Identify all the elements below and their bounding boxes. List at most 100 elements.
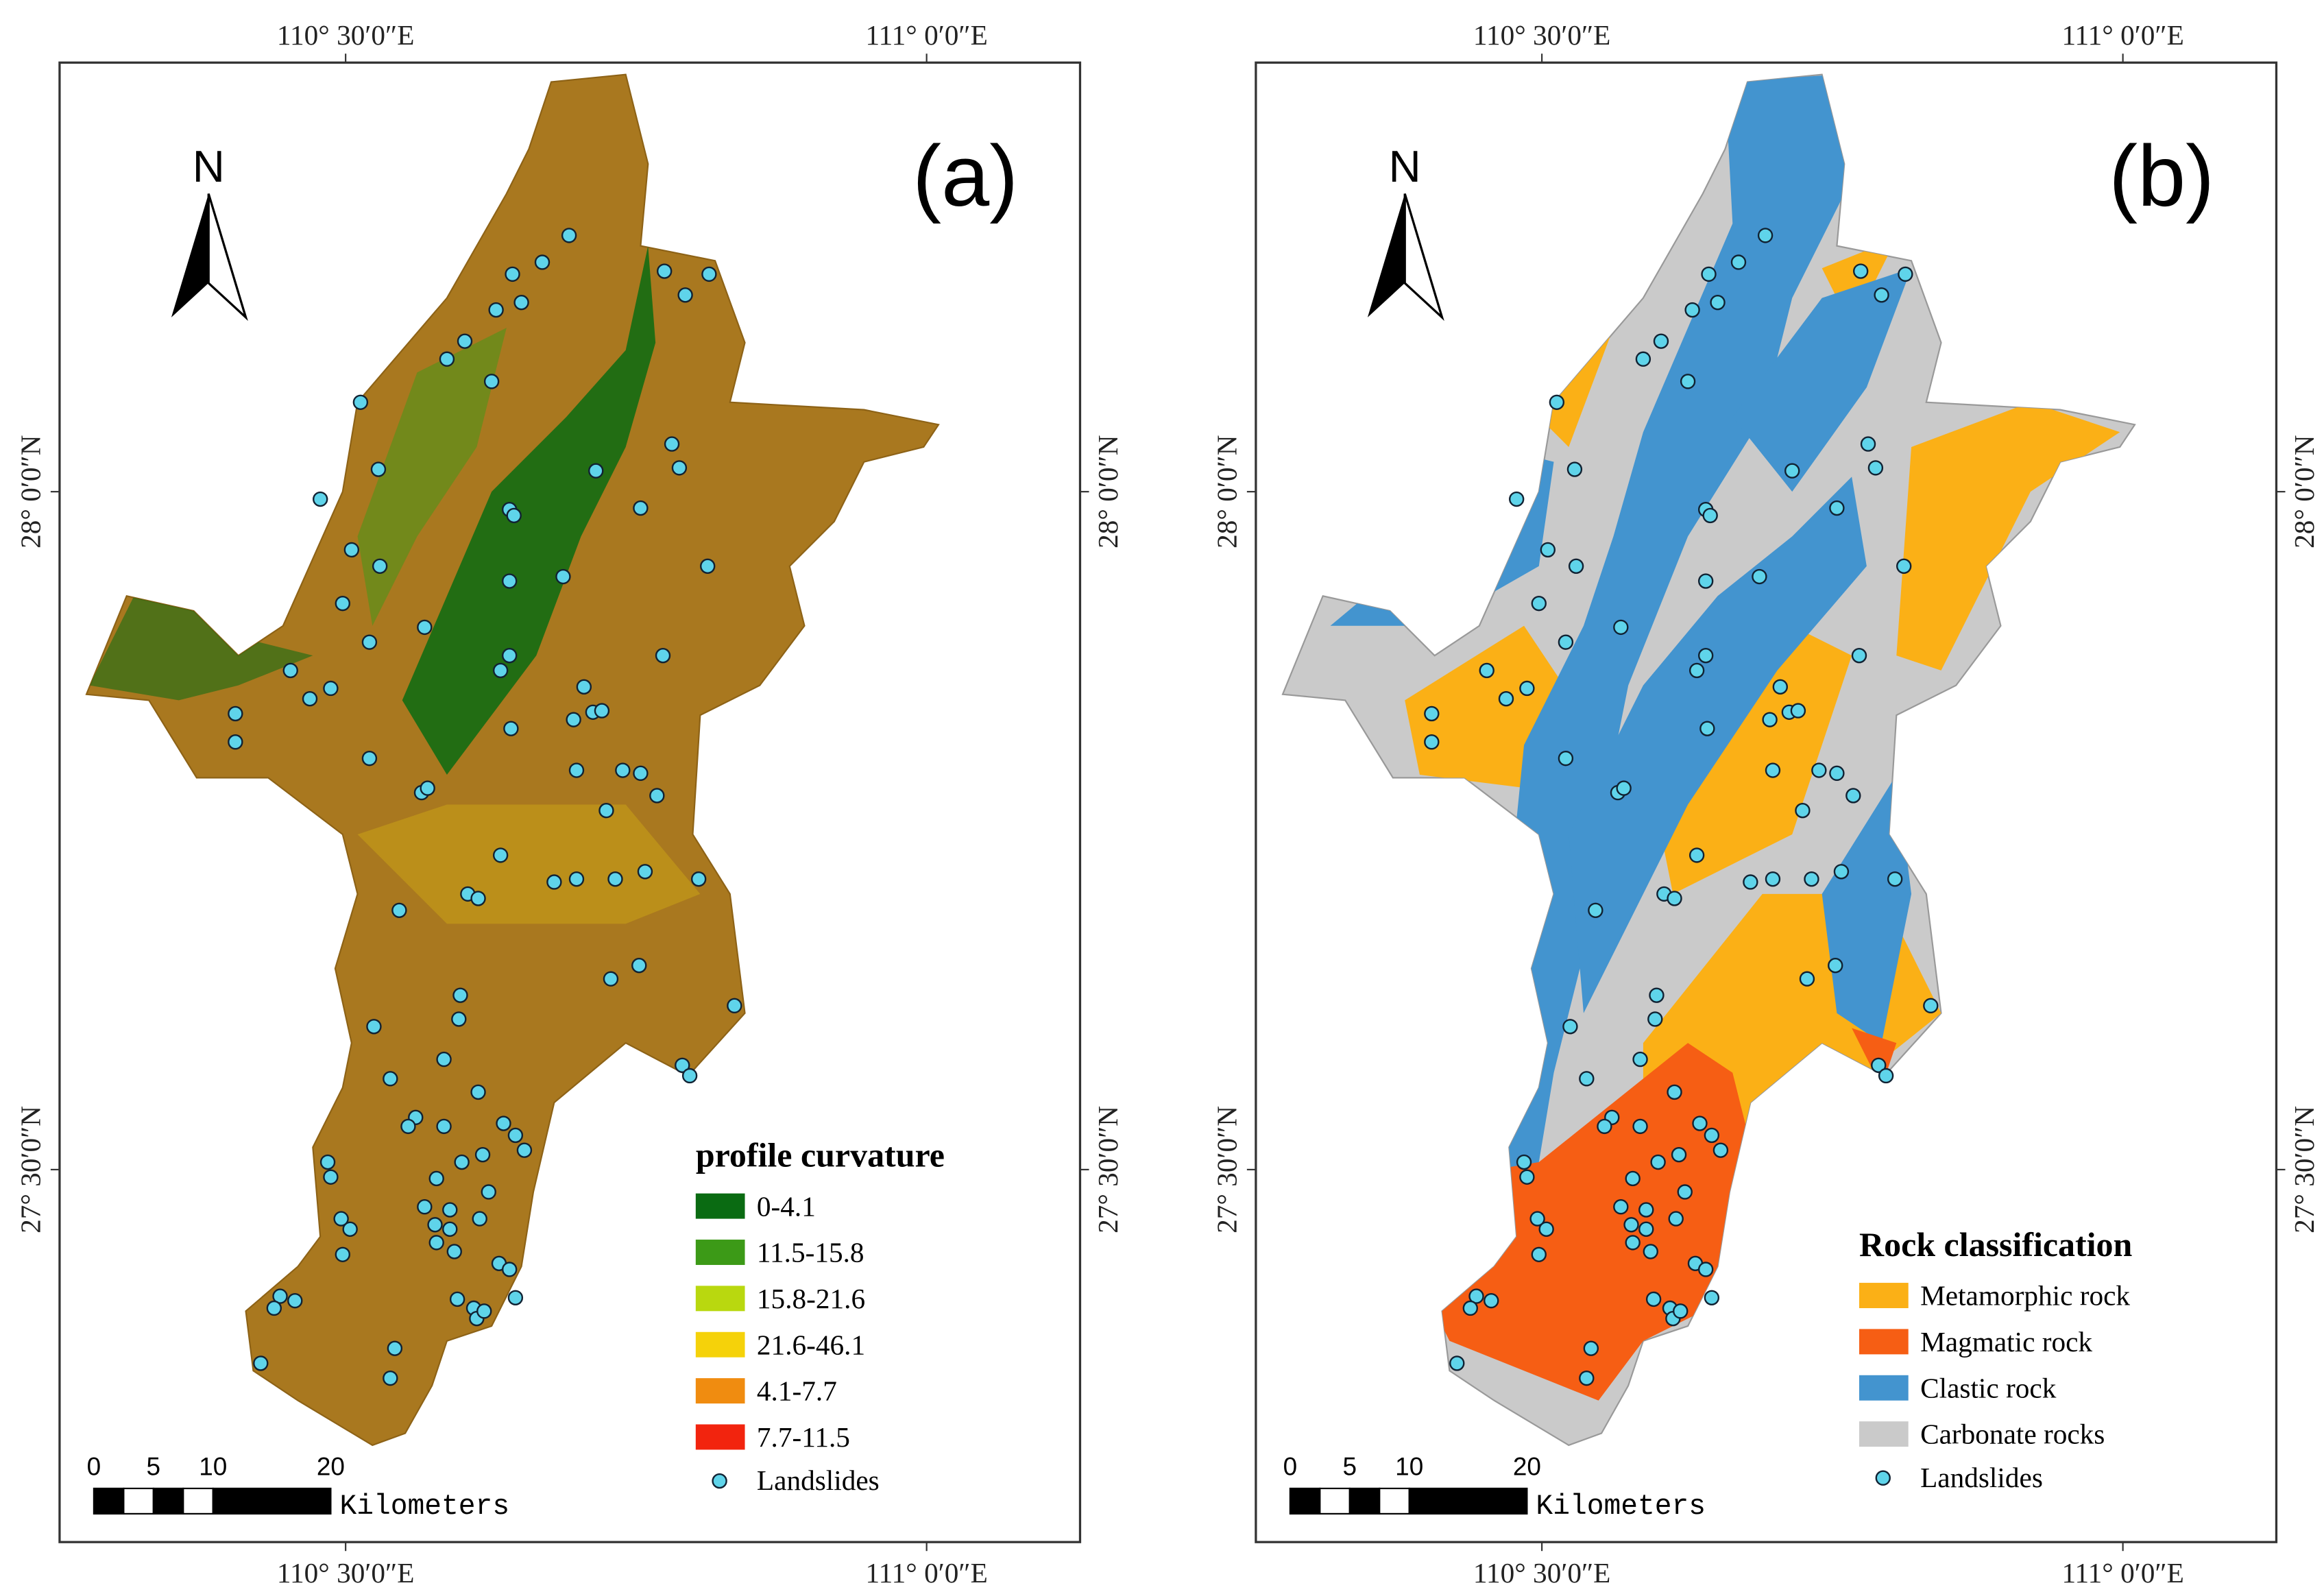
landslide-point: [1743, 874, 1758, 890]
legend-swatch: [695, 1378, 745, 1404]
longitude-label: 110° 30′0″E: [1473, 19, 1611, 51]
landslide-point: [633, 500, 649, 516]
legend-swatch: [695, 1331, 745, 1358]
legend-swatch: [695, 1286, 745, 1312]
landslide-point: [1684, 302, 1700, 318]
longitude-label: 111° 0′0″E: [865, 19, 987, 51]
landslide-point: [1558, 634, 1574, 650]
landslide-point: [1871, 1057, 1887, 1073]
landslide-point: [1673, 1303, 1688, 1319]
landslide-point: [253, 1355, 269, 1371]
landslide-point: [1531, 1246, 1547, 1262]
landslide-point: [502, 573, 518, 589]
scale-segment: [1319, 1487, 1351, 1515]
landslide-point: [1704, 1127, 1720, 1144]
legend-point: [712, 1473, 727, 1489]
scale-segment: [1379, 1487, 1410, 1515]
landslide-point: [1790, 703, 1806, 719]
landslide-point: [454, 1154, 470, 1170]
landslide-point: [1829, 765, 1845, 782]
landslide-point: [1772, 679, 1789, 695]
landslide-point: [228, 734, 243, 750]
landslide-point: [1562, 1019, 1578, 1035]
landslide-point: [427, 1217, 443, 1233]
landslide-point: [319, 1154, 336, 1170]
landslide-point: [1852, 263, 1869, 279]
landslide-point: [1668, 1211, 1684, 1227]
legend-label: Metamorphic rock: [1920, 1280, 2130, 1312]
landslide-point: [1697, 573, 1714, 589]
landslide-point: [420, 780, 435, 796]
landslide-point: [1697, 647, 1714, 664]
longitude-label: 110° 30′0″E: [1473, 1557, 1611, 1589]
landslide-point: [1650, 1154, 1666, 1170]
latitude-label: 27° 30′0″N: [1211, 1106, 1243, 1233]
landslide-point: [503, 721, 519, 736]
landslide-point: [1479, 662, 1494, 679]
landslide-point: [1643, 1244, 1658, 1259]
landslide-point: [701, 266, 717, 282]
landslide-point: [366, 1019, 382, 1035]
landslide-point: [457, 333, 473, 349]
longitude-label: 111° 0′0″E: [2061, 1557, 2183, 1589]
landslide-point: [1710, 294, 1726, 311]
landslide-point: [1509, 491, 1525, 507]
legend-swatch: [1859, 1375, 1909, 1401]
clastic: [1732, 268, 1912, 492]
landslide-point: [1702, 507, 1718, 524]
longitude-label: 111° 0′0″E: [2061, 19, 2183, 51]
landslide-point: [1568, 558, 1584, 574]
latitude-label: 27° 30′0″N: [1092, 1106, 1124, 1233]
landslide-point: [1784, 463, 1800, 479]
landslide-point: [323, 680, 339, 697]
landslide-point: [1529, 1211, 1545, 1227]
landslide-point: [1680, 374, 1696, 389]
scale-segment: [182, 1487, 214, 1515]
flat-terrain: [89, 596, 313, 701]
landslide-point: [598, 802, 614, 819]
landslide-point: [1677, 1184, 1693, 1200]
legend-label: Magmatic rock: [1920, 1326, 2092, 1358]
landslide-point: [492, 662, 509, 679]
landslide-point: [603, 971, 619, 987]
landslide-point: [361, 750, 378, 767]
landslide-point: [1712, 1142, 1729, 1158]
legend-label: Carbonate rocks: [1920, 1419, 2105, 1450]
legend-label: 4.1-7.7: [757, 1375, 837, 1407]
flat-terrain: [402, 245, 656, 775]
landslide-point: [507, 1290, 524, 1305]
landslide-point: [335, 595, 350, 612]
landslide-point: [342, 1221, 358, 1238]
landslide-point: [1632, 1051, 1648, 1068]
landslide-point: [1887, 871, 1903, 887]
landslide-point: [1468, 1288, 1484, 1304]
longitude-label: 110° 30′0″E: [277, 19, 415, 51]
landslide-point: [1699, 721, 1715, 736]
landslide-point: [681, 1068, 698, 1084]
landslide-point: [561, 228, 577, 243]
landslide-point: [1638, 1221, 1654, 1238]
north-arrow: [207, 193, 248, 322]
terrain: [89, 245, 701, 924]
landslide-point: [333, 1211, 349, 1227]
landslide-point: [436, 1051, 452, 1068]
latitude-label: 27° 30′0″N: [2288, 1106, 2320, 1233]
landslide-point: [470, 891, 486, 906]
landslide-point: [1579, 1370, 1595, 1386]
scale-tick-label: 5: [147, 1452, 161, 1480]
landslide-point: [700, 558, 716, 574]
landslide-point: [446, 1244, 462, 1259]
landslide-point: [1462, 1300, 1479, 1316]
panel-label: (a): [912, 128, 1018, 224]
landslide-point: [449, 1291, 465, 1307]
landslide-point: [1653, 333, 1669, 349]
scale-tick-label: 10: [199, 1452, 227, 1480]
landslide-point: [439, 351, 455, 367]
metamorphic: [1643, 625, 1852, 894]
scale-unit: Kilometers: [339, 1491, 509, 1523]
map-panel: 110° 30′0″E 110° 30′0″E 111° 0′0″E 111° 0′0…: [1211, 19, 2320, 1589]
landslide-point: [1923, 998, 1939, 1014]
landslide-point: [1635, 351, 1651, 367]
